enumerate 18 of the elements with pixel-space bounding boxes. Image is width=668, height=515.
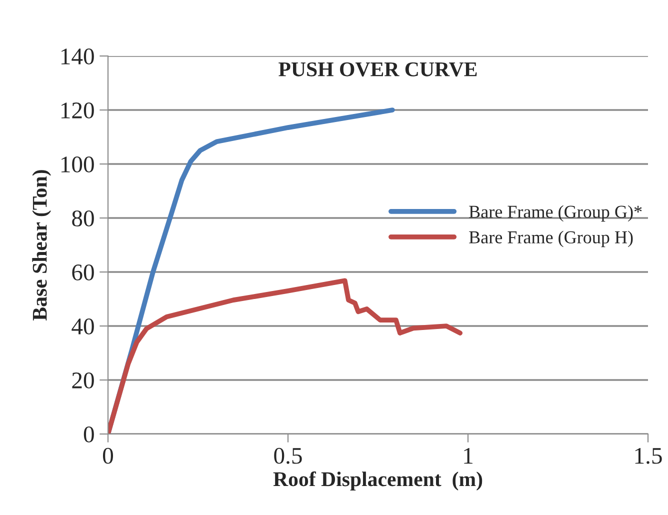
legend-label: Bare Frame (Group G)*	[469, 205, 642, 222]
y-tick-label: 100	[61, 156, 94, 172]
x-tick-label: 0.5	[274, 448, 302, 464]
y-tick-label: 0	[84, 426, 94, 442]
y-axis-title: Base Shear (Ton)	[32, 170, 52, 320]
line-series	[108, 278, 463, 434]
y-tick-label: 60	[72, 264, 94, 280]
y-tick-label: 20	[72, 372, 94, 388]
legend-label: Bare Frame (Group H)	[469, 230, 633, 248]
x-tick-label: 0	[102, 448, 114, 464]
x-tick-label: 1	[464, 448, 472, 464]
x-axis-title: Roof Displacement (m)	[273, 471, 482, 490]
y-tick-label: 40	[72, 318, 94, 334]
y-tick-label: 140	[61, 48, 94, 64]
chart-title: PUSH OVER CURVE	[278, 62, 477, 76]
y-tick-label: 120	[61, 102, 94, 118]
x-tick-label: 1.5	[635, 448, 662, 464]
y-tick-label: 80	[72, 210, 94, 226]
